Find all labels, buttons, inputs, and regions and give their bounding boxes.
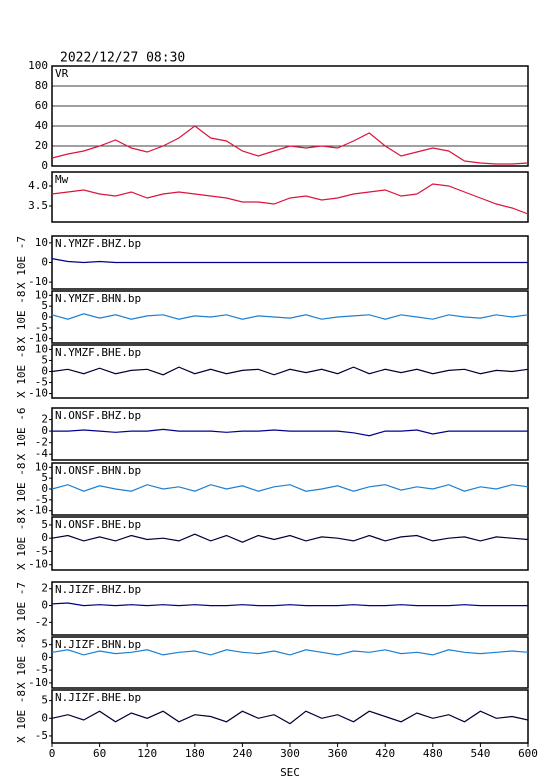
- trace: [51, 313, 529, 320]
- x-tick-label: 600: [518, 747, 538, 760]
- y-tick-label: 5: [41, 299, 48, 312]
- trace: [51, 602, 528, 607]
- trace: [51, 484, 529, 492]
- y-tick-label: 20: [35, 139, 48, 152]
- y-axis-label: X 10E -8: [15, 636, 28, 689]
- panel-frame: [51, 581, 529, 636]
- y-tick-label: 10: [35, 460, 48, 473]
- trace: [51, 125, 529, 165]
- trace: [52, 428, 528, 437]
- y-tick-label: 0: [41, 482, 48, 495]
- y-axis-label: X 10E -8: [15, 345, 28, 398]
- panel-title: N.ONSF.BHE.bp: [55, 518, 141, 531]
- y-tick-label: -5: [35, 663, 48, 676]
- y-tick-label: 4.0: [28, 179, 48, 192]
- y-tick-label: -5: [35, 729, 48, 742]
- y-tick-label: 80: [35, 79, 48, 92]
- y-tick-label: 10: [35, 288, 48, 301]
- y-tick-label: 100: [28, 59, 48, 72]
- x-tick-label: 180: [185, 747, 205, 760]
- y-tick-label: -10: [28, 676, 48, 689]
- x-tick-label: 300: [280, 747, 300, 760]
- trace: [51, 366, 529, 376]
- y-tick-label: -2: [35, 615, 48, 628]
- panel-frame: [51, 516, 529, 571]
- y-tick-label: -5: [35, 321, 48, 334]
- x-tick-label: 480: [423, 747, 443, 760]
- panel-title: N.JIZF.BHE.bp: [55, 691, 141, 704]
- y-tick-label: 2: [41, 413, 48, 426]
- page-title: 2022/12/27 08:30: [60, 51, 185, 66]
- y-tick-label: -2: [35, 436, 48, 449]
- y-tick-label: -5: [35, 376, 48, 389]
- trace: [51, 258, 528, 264]
- y-tick-label: -10: [28, 332, 48, 345]
- y-tick-label: -5: [35, 544, 48, 557]
- y-axis-label: X 10E -6: [15, 408, 28, 461]
- panel-title: N.YMZF.BHN.bp: [55, 292, 141, 305]
- panel-frame: [51, 407, 529, 461]
- x-tick-label: 420: [375, 747, 395, 760]
- y-tick-label: 5: [41, 638, 48, 651]
- panel-title: N.JIZF.BHN.bp: [55, 638, 141, 651]
- y-tick-label: 0: [41, 256, 48, 269]
- y-tick-label: -5: [35, 493, 48, 506]
- y-tick-label: -10: [28, 387, 48, 400]
- x-tick-label: 240: [232, 747, 252, 760]
- panel-frame: [51, 65, 529, 167]
- x-tick-label: 120: [137, 747, 157, 760]
- y-tick-label: 0: [41, 599, 48, 612]
- panel-title: N.JIZF.BHZ.bp: [55, 583, 141, 596]
- y-tick-label: -10: [28, 504, 48, 517]
- y-tick-label: 0: [41, 365, 48, 378]
- y-tick-label: 0: [41, 424, 48, 437]
- y-tick-label: 0: [41, 310, 48, 323]
- y-tick-label: 5: [41, 518, 48, 531]
- y-tick-label: 5: [41, 694, 48, 707]
- y-tick-label: -10: [28, 275, 48, 288]
- x-tick-label: 360: [328, 747, 348, 760]
- panel-frame: [51, 171, 529, 223]
- x-tick-label: 60: [93, 747, 106, 760]
- panel-title: N.YMZF.BHE.bp: [55, 346, 141, 359]
- x-tick-label: 540: [470, 747, 490, 760]
- y-tick-label: -10: [28, 558, 48, 571]
- x-tick-label: 0: [49, 747, 56, 760]
- panel-title: N.YMZF.BHZ.bp: [55, 237, 141, 250]
- y-tick-label: 60: [35, 99, 48, 112]
- y-tick-label: 0: [41, 531, 48, 544]
- y-tick-label: 0: [41, 711, 48, 724]
- y-axis-label: X 10E -7: [15, 582, 28, 635]
- panel-title: N.ONSF.BHZ.bp: [55, 409, 141, 422]
- panel-title: VR: [55, 67, 69, 80]
- panel-title: Mw: [55, 173, 69, 186]
- panel-frame: [51, 636, 529, 689]
- x-axis-label: SEC: [280, 766, 300, 779]
- y-tick-label: 2: [41, 582, 48, 595]
- y-axis-label: X 10E -8: [15, 690, 28, 743]
- y-tick-label: 10: [35, 342, 48, 355]
- panel-frame: [51, 290, 529, 344]
- panel-title: N.ONSF.BHN.bp: [55, 464, 141, 477]
- y-tick-label: -4: [35, 447, 49, 460]
- y-tick-label: 40: [35, 119, 48, 132]
- trace: [51, 183, 529, 215]
- y-axis-label: X 10E -8: [15, 517, 28, 570]
- trace: [51, 533, 529, 543]
- y-tick-label: 0: [41, 159, 48, 172]
- y-tick-label: 5: [41, 471, 48, 484]
- y-tick-label: 0: [41, 650, 48, 663]
- y-tick-label: 5: [41, 353, 48, 366]
- trace: [51, 710, 529, 725]
- y-tick-label: 10: [35, 236, 48, 249]
- y-axis-label: X 10E -8: [15, 291, 28, 344]
- y-axis-label: X 10E -8: [15, 463, 28, 516]
- y-tick-label: 3.5: [28, 199, 48, 212]
- trace: [51, 649, 529, 656]
- y-axis-label: X 10E -7: [15, 236, 28, 289]
